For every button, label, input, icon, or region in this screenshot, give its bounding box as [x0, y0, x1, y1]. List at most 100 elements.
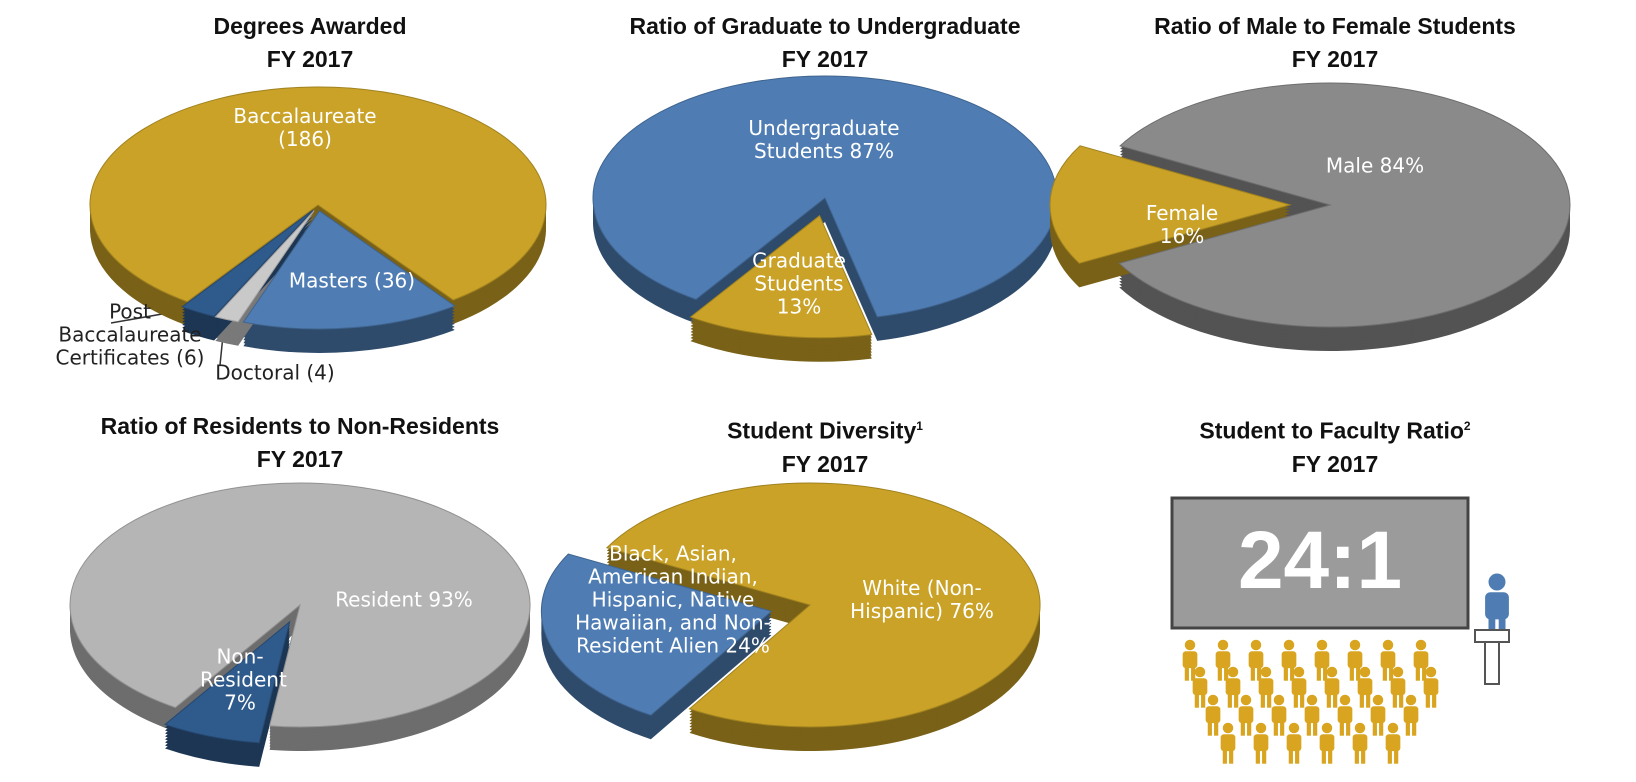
person-leg — [1223, 749, 1227, 764]
person-leg — [1262, 749, 1266, 764]
chart-subtitle: FY 2017 — [782, 451, 869, 477]
person-head — [1284, 640, 1295, 651]
person-leg — [1360, 693, 1364, 708]
person-leg — [1295, 749, 1299, 764]
category-label: Resident — [335, 588, 422, 612]
chart-subtitle: FY 2017 — [267, 46, 354, 72]
person-leg — [1214, 721, 1218, 736]
person-leg — [1289, 749, 1293, 764]
footnote-mark: 1 — [916, 419, 923, 433]
person-head — [1340, 695, 1351, 706]
person-leg — [1185, 666, 1189, 681]
person-leg — [1322, 749, 1326, 764]
slice-label: Baccalaureate (186) — [205, 105, 405, 151]
footnote-mark: 2 — [1464, 419, 1471, 433]
person-leg — [1224, 666, 1228, 681]
value-label: (6) — [176, 346, 204, 370]
title-line: FY 2017 — [1075, 448, 1595, 481]
person-body — [1249, 651, 1264, 668]
podium-stand — [1485, 642, 1499, 684]
value-label: 24% — [725, 634, 769, 658]
person-leg — [1394, 749, 1398, 764]
person-leg — [1422, 666, 1426, 681]
category-label: Graduate Students — [752, 249, 846, 296]
person-leg — [1208, 721, 1212, 736]
person-head — [1195, 667, 1206, 678]
person-leg — [1356, 666, 1360, 681]
person-leg — [1406, 721, 1410, 736]
person-head — [1218, 640, 1229, 651]
person-leg — [1234, 693, 1238, 708]
value-label: (186) — [278, 127, 332, 151]
person-body — [1325, 678, 1340, 695]
person-body — [1353, 734, 1368, 751]
chart-title-block: Degrees Awarded FY 2017 — [50, 10, 570, 76]
person-leg — [1267, 693, 1271, 708]
value-label: 87% — [850, 139, 894, 163]
person-body — [1381, 651, 1396, 668]
person-leg — [1373, 721, 1377, 736]
title-line: Degrees Awarded — [50, 10, 570, 43]
person-head — [1228, 667, 1239, 678]
person-head — [1261, 667, 1272, 678]
chart-title-block: Ratio of Graduate to Undergraduate FY 201… — [565, 10, 1085, 76]
value-label: 93% — [428, 588, 472, 612]
person-leg — [1251, 666, 1255, 681]
person-leg — [1274, 721, 1278, 736]
person-leg — [1290, 666, 1294, 681]
person-body — [1287, 734, 1302, 751]
category-label: Male — [1326, 154, 1373, 178]
person-leg — [1257, 666, 1261, 681]
person-leg — [1350, 666, 1354, 681]
person-body — [1386, 734, 1401, 751]
person-body — [1391, 678, 1406, 695]
title-line: FY 2017 — [565, 448, 1085, 481]
slice-label: Female 16% — [1132, 202, 1232, 248]
value-label: (4) — [306, 361, 334, 385]
person-head — [1322, 723, 1333, 734]
person-head — [1355, 723, 1366, 734]
person-head — [1307, 695, 1318, 706]
slice-label: White (Non-Hispanic) 76% — [827, 577, 1017, 623]
title-line: FY 2017 — [565, 43, 1085, 76]
person-leg — [1399, 693, 1403, 708]
person-leg — [1241, 721, 1245, 736]
chart-title-block: Ratio of Male to Female Students FY 2017 — [1075, 10, 1595, 76]
chart-subtitle: FY 2017 — [782, 46, 869, 72]
person-head — [1274, 695, 1285, 706]
chart-title: Student to Faculty Ratio — [1199, 418, 1464, 444]
person-leg — [1294, 693, 1298, 708]
person-leg — [1280, 721, 1284, 736]
person-leg — [1412, 721, 1416, 736]
person-head — [1317, 640, 1328, 651]
person-head — [1208, 695, 1219, 706]
person-head — [1426, 667, 1437, 678]
person-head — [1360, 667, 1371, 678]
person-body — [1338, 706, 1353, 723]
chart-subtitle: FY 2017 — [1292, 451, 1379, 477]
title-line: FY 2017 — [1075, 43, 1595, 76]
person-body — [1315, 651, 1330, 668]
title-line: Ratio of Male to Female Students — [1075, 10, 1595, 43]
person-leg — [1323, 666, 1327, 681]
chart-title: Ratio of Male to Female Students — [1154, 13, 1516, 39]
person-head — [1406, 695, 1417, 706]
person-leg — [1389, 666, 1393, 681]
title-line: Student to Faculty Ratio2 — [1075, 410, 1595, 448]
chart-title: Degrees Awarded — [213, 13, 406, 39]
value-label: 76% — [949, 599, 993, 623]
title-line: Ratio of Graduate to Undergraduate — [565, 10, 1085, 43]
chart-title: Ratio of Graduate to Undergraduate — [629, 13, 1020, 39]
person-head — [1489, 574, 1506, 591]
person-head — [1388, 723, 1399, 734]
person-head — [1416, 640, 1427, 651]
chart-subtitle: FY 2017 — [1292, 46, 1379, 72]
person-body — [1404, 706, 1419, 723]
person-leg — [1307, 721, 1311, 736]
person-body — [1292, 678, 1307, 695]
person-leg — [1355, 749, 1359, 764]
person-leg — [1416, 666, 1420, 681]
category-label: Masters — [289, 269, 368, 293]
chart-title-block: Student to Faculty Ratio2 FY 2017 — [1075, 410, 1595, 481]
person-leg — [1328, 749, 1332, 764]
